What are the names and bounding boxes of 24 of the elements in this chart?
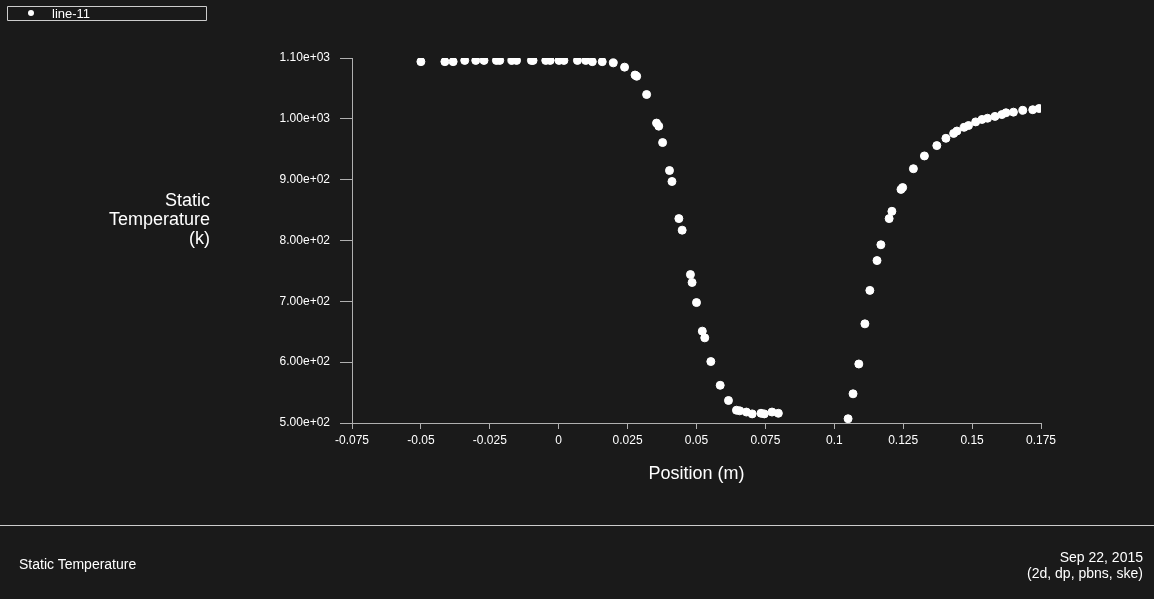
y-tick-label: 9.00e+02 xyxy=(279,171,331,186)
y-tick-label: 8.00e+02 xyxy=(279,232,331,247)
x-tick-label: -0.05 xyxy=(407,432,435,447)
x-tick-label: -0.025 xyxy=(472,432,508,447)
x-tick-label: 0.05 xyxy=(684,432,709,447)
y-axis-title: Static Temperature (k) xyxy=(108,190,210,249)
x-tick-label: -0.075 xyxy=(334,432,370,447)
x-axis-title: Position (m) xyxy=(648,462,745,483)
x-tick-label: 0.1 xyxy=(825,432,843,447)
y-tick-label: 7.00e+02 xyxy=(279,293,331,308)
x-tick-label: 0 xyxy=(555,432,563,447)
y-tick-label: 1.10e+03 xyxy=(279,50,331,65)
x-tick-label: 0.175 xyxy=(1025,432,1057,447)
text: (2d, dp, pbns, ske) xyxy=(1027,564,1143,581)
y-tick-label: 5.00e+02 xyxy=(279,415,331,430)
x-tick-label: 0.15 xyxy=(960,432,985,447)
text: Static Temperature xyxy=(19,555,137,572)
y-tick-label: 6.00e+02 xyxy=(279,354,331,369)
legend-label: line-11 xyxy=(52,5,91,21)
text: Sep 22, 2015 xyxy=(1059,548,1144,565)
x-tick-label: 0.025 xyxy=(612,432,643,447)
x-tick-label: 0.125 xyxy=(888,432,919,447)
y-tick-label: 1.00e+03 xyxy=(279,111,331,126)
x-tick-label: 0.075 xyxy=(750,432,781,447)
